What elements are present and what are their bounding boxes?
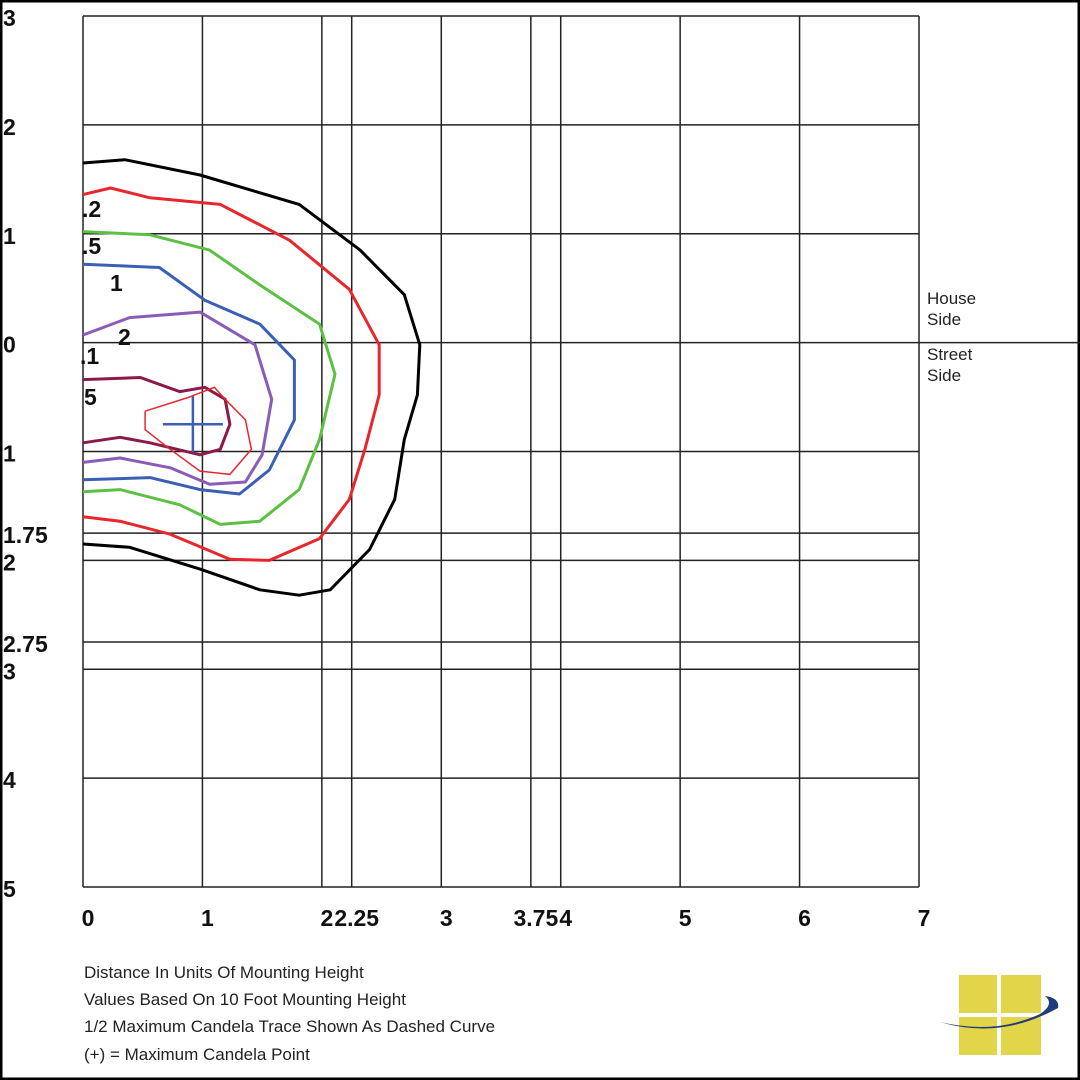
x-tick-label: 3 [440,905,453,931]
y-tick-label: 4 [3,767,16,793]
contours [82,158,422,597]
logo-tile [1001,975,1041,1013]
x-tick-label: 0 [82,905,95,931]
y-tick-label: 3 [3,5,16,31]
contour-line [144,386,253,476]
x-tick-label: 7 [918,905,931,931]
y-tick-label: 1.75 [3,522,48,548]
x-tick-label: 1 [201,905,214,931]
contour-label: .5 [82,233,101,259]
street-side-label: Street Side [927,345,977,385]
contour-label: .2 [82,196,101,222]
logo [940,975,1059,1055]
note: Distance In Units Of Mounting Height [84,963,364,982]
house-side-label: House Side [927,289,981,329]
street-side-word: Street [927,345,973,364]
contour-label: 5 [84,384,97,410]
y-tick-label: 3 [3,658,16,684]
contour-line [82,376,232,457]
logo-tile [1001,1017,1041,1055]
y-tick-label: 0 [3,332,16,358]
labels: 0 1 2 2.25 3 3.75 4 5 6 7321011.7522.75345.2.512.… [3,5,930,931]
contour-label: 2 [118,324,131,350]
x-tick-label: 2.25 [334,905,379,931]
note: 1/2 Maximum Candela Trace Shown As Dashe… [84,1017,495,1036]
contour-line [82,186,381,562]
house-side-word: Side [927,310,961,329]
x-tick-label: 5 [679,905,692,931]
logo-swoosh [940,996,1059,1029]
y-tick-label: 1 [3,441,16,467]
contour-line [82,230,337,526]
contour-line [82,262,296,496]
y-tick-label: 2 [3,114,16,140]
logo-tile [959,975,997,1013]
y-tick-label: 2.75 [3,631,48,657]
x-tick-label: 4 [559,905,572,931]
max-candela-point [162,396,223,453]
y-tick-label: 2 [3,549,16,575]
note: (+) = Maximum Candela Point [84,1045,310,1064]
house-side-word: House [927,289,976,308]
contour-label: .1 [80,343,99,369]
contour-label: 1 [110,270,123,296]
x-tick-label: 6 [798,905,811,931]
logo-tile [959,1017,997,1055]
note: Values Based On 10 Foot Mounting Height [84,990,406,1009]
street-side-word: Side [927,366,961,385]
x-tick-label: 3.75 [513,905,558,931]
x-tick-label: 2 [320,905,333,931]
contour-line [82,158,422,597]
y-tick-label: 5 [3,876,16,902]
contour-line [82,310,274,486]
y-tick-label: 1 [3,223,16,249]
